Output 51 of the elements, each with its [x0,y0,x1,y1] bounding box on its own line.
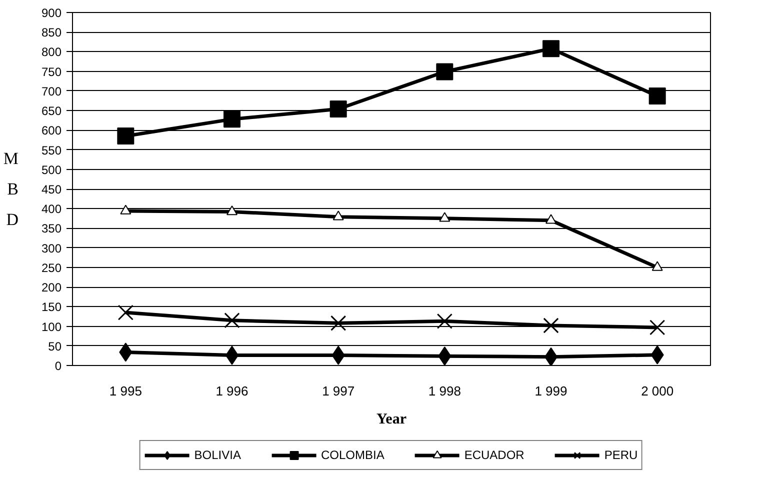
y-tick-label: 900 [41,6,62,20]
point [436,313,452,329]
point [542,40,560,58]
point [117,128,134,145]
point [439,212,450,222]
y-axis-title: MBD [3,149,18,229]
legend-label: COLOMBIA [320,448,384,462]
legend-label: BOLIVIA [194,448,241,462]
point [330,315,346,331]
x-tick-label: 1 995 [109,384,142,398]
x-tick-label: 2 000 [641,384,674,398]
y-tick-label: 100 [41,320,62,334]
point [543,318,559,334]
x-tick-label: 1 999 [534,384,568,398]
y-tick-label: 700 [41,84,62,98]
y-tick-label: 400 [41,202,62,216]
y-tick-label: 800 [41,45,62,60]
y-tick-label: 650 [41,104,62,118]
y-tick-label: 350 [41,222,62,236]
point [544,347,558,366]
point [224,110,240,128]
y-tick-label: 250 [41,260,62,275]
y-tick-label: 0 [54,359,62,373]
point [332,210,344,220]
legend-label: ECUADOR [464,448,524,462]
point [648,88,666,105]
x-tick-label: 1 997 [322,384,355,398]
y-tick-label: 750 [41,64,62,79]
point [118,304,134,320]
x-tick-label: 1 998 [428,384,461,398]
x-axis-title: Year [376,412,407,428]
y-tick-label: 850 [41,26,62,40]
point [650,320,666,336]
point [224,312,240,328]
point [546,214,556,224]
y-tick-label: 600 [41,124,62,138]
x-tick-label: 1 996 [216,384,248,398]
y-tick-label: 200 [41,280,62,295]
legend-label: PERU [604,448,638,462]
point [120,204,132,214]
point [436,63,454,80]
y-tick-label: 300 [41,241,62,256]
point [438,346,452,366]
y-tick-label: 450 [41,182,62,196]
y-tick-label: 50 [48,339,62,354]
point [330,100,347,118]
y-tick-label: 550 [41,143,62,158]
point [652,261,663,271]
y-tick-label: 150 [41,300,62,314]
point [226,205,238,216]
y-tick-label: 500 [41,162,62,177]
